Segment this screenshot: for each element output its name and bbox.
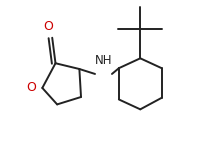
Text: O: O — [26, 82, 36, 94]
Text: NH: NH — [95, 54, 112, 67]
Text: O: O — [43, 20, 53, 33]
